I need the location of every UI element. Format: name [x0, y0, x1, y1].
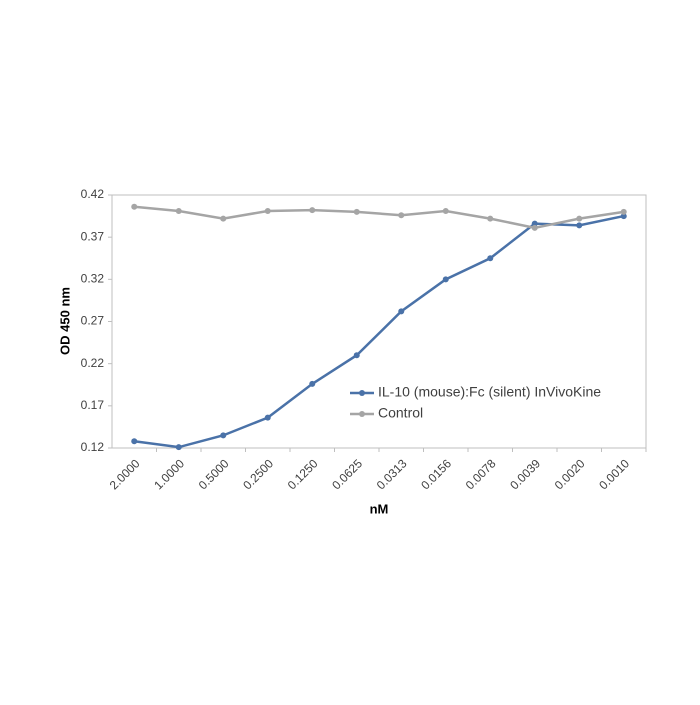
x-tick-label: 0.5000 [196, 456, 232, 492]
x-tick-label: 0.0020 [552, 456, 588, 492]
legend-marker [359, 390, 365, 396]
data-point [487, 255, 494, 262]
x-axis-label: nM [370, 501, 389, 516]
data-point [353, 208, 360, 215]
legend-label: IL-10 (mouse):Fc (silent) InVivoKine [378, 384, 601, 400]
data-point [220, 215, 227, 222]
y-tick-label: 0.22 [81, 356, 105, 370]
data-point [309, 380, 316, 387]
legend-label: Control [378, 405, 423, 421]
x-tick-label: 0.0625 [329, 456, 365, 492]
y-tick-label: 0.32 [81, 272, 105, 286]
data-point [576, 215, 583, 222]
x-tick-label: 0.2500 [240, 456, 276, 492]
data-point [442, 276, 449, 283]
data-point [220, 432, 227, 439]
data-point [264, 208, 271, 215]
x-tick-label: 1.0000 [151, 456, 187, 492]
data-point [353, 352, 360, 359]
y-tick-label: 0.37 [81, 229, 105, 243]
data-point [620, 213, 627, 220]
y-tick-label: 0.12 [81, 440, 105, 454]
data-point [531, 220, 538, 227]
data-point [442, 208, 449, 215]
y-tick-label: 0.17 [81, 398, 105, 412]
data-point [398, 308, 405, 315]
x-tick-label: 2.0000 [107, 456, 143, 492]
series-line [134, 205, 624, 230]
data-point [309, 207, 316, 214]
data-point [576, 222, 583, 229]
x-tick-label: 0.0078 [463, 456, 499, 492]
data-point [620, 208, 627, 215]
x-tick-label: 0.0313 [374, 456, 410, 492]
y-tick-label: 0.42 [81, 187, 105, 201]
legend-marker [359, 411, 365, 417]
data-point [131, 203, 138, 210]
y-tick-label: 0.27 [81, 314, 105, 328]
data-point [487, 215, 494, 222]
data-point [264, 414, 271, 421]
data-point [398, 212, 405, 219]
data-point [531, 224, 538, 231]
data-point [175, 444, 182, 451]
data-point [131, 438, 138, 445]
x-tick-label: 0.0039 [507, 456, 543, 492]
series-line [134, 214, 625, 449]
data-point [175, 208, 182, 215]
x-tick-label: 0.1250 [285, 456, 321, 492]
x-tick-label: 0.0010 [596, 456, 632, 492]
x-tick-label: 0.0156 [418, 456, 454, 492]
y-axis-label: OD 450 nm [57, 287, 72, 355]
